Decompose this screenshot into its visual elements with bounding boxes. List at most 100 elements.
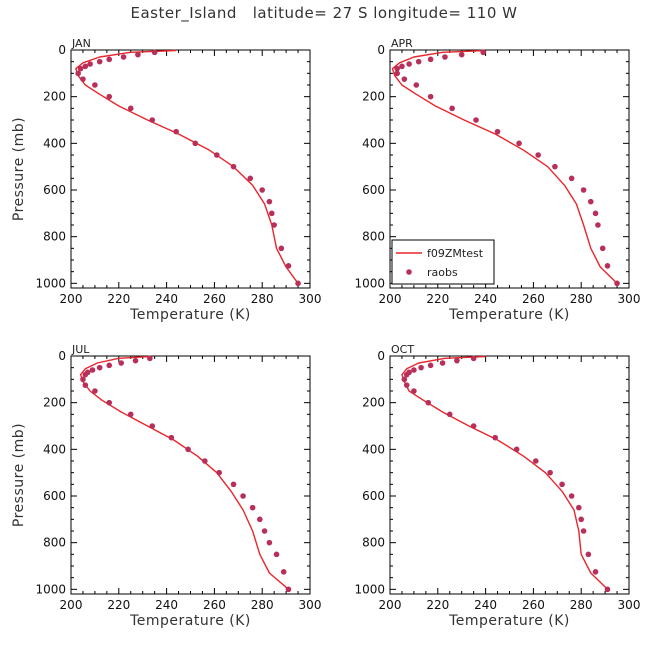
raobs-point	[411, 367, 417, 373]
y-tick-label: 800	[362, 230, 385, 244]
raobs-point	[82, 382, 89, 388]
x-tick-label: 240	[474, 292, 497, 306]
x-tick-label: 260	[203, 598, 226, 612]
x-tick-label: 200	[60, 598, 83, 612]
x-axis-label: Temperature (K)	[129, 307, 251, 323]
plot-frame	[70, 49, 311, 289]
panel-jan: 200 220 240 260 280 300 0 200 400 600 800 1000 JAN Te…	[11, 37, 321, 323]
panel-label: JUL	[71, 343, 90, 356]
raobs-point	[425, 399, 432, 406]
raobs-point	[268, 210, 275, 217]
page-title: Easter_Island latitude= 27 S longitude= …	[130, 4, 518, 22]
raobs-point	[92, 82, 98, 88]
raobs-point	[427, 56, 434, 63]
raobs-point	[399, 63, 405, 70]
panel-label: APR	[391, 37, 413, 50]
raobs-point	[427, 93, 434, 100]
raobs-point	[492, 434, 498, 441]
raobs-point	[552, 163, 558, 170]
x-tick-label: 280	[251, 292, 274, 306]
raobs-point	[535, 152, 541, 158]
x-axis-label: Temperature (K)	[129, 613, 251, 629]
x-tick-label: 220	[107, 292, 130, 306]
raobs-point	[127, 105, 134, 112]
raobs-point	[168, 434, 175, 441]
raobs-point	[394, 70, 400, 77]
x-tick-label: 260	[522, 598, 545, 612]
y-tick-label: 600	[362, 183, 385, 197]
y-tick-label: 600	[362, 489, 385, 503]
x-tick-label: 200	[379, 598, 402, 612]
raobs-point	[106, 93, 113, 100]
y-axis-label: Pressure (mb)	[11, 423, 27, 527]
y-tick-label: 400	[43, 442, 66, 456]
plot-frame	[389, 355, 630, 595]
raobs-point	[82, 63, 89, 70]
raobs-point	[271, 222, 277, 228]
raobs-point	[285, 586, 292, 593]
panel-label: JAN	[71, 37, 91, 50]
raobs-point	[446, 411, 453, 418]
raobs-point	[151, 49, 158, 56]
series-line-f09zmtest	[79, 355, 289, 590]
raobs-point	[585, 551, 592, 558]
raobs-point	[247, 175, 254, 182]
legend-label-obs: raobs	[427, 266, 458, 279]
raobs-point	[278, 245, 285, 252]
raobs-point	[394, 65, 400, 72]
raobs-point	[266, 198, 273, 205]
legend-box	[391, 239, 495, 285]
raobs-point	[427, 362, 434, 369]
raobs-point	[118, 360, 124, 366]
raobs-point	[568, 493, 575, 499]
raobs-point	[185, 446, 191, 453]
raobs-point	[192, 140, 199, 147]
raobs-point	[240, 493, 246, 499]
raobs-point	[82, 371, 89, 378]
x-axis-label: Temperature (K)	[448, 307, 570, 323]
x-tick-label: 240	[155, 292, 178, 306]
y-axis-label: Pressure (mb)	[11, 117, 27, 221]
raobs-point	[261, 528, 268, 534]
raobs-point	[403, 382, 410, 388]
raobs-point	[614, 280, 620, 287]
raobs-point	[532, 458, 539, 464]
x-tick-label: 240	[474, 598, 497, 612]
raobs-point	[135, 51, 141, 58]
raobs-point	[230, 481, 237, 488]
raobs-point	[470, 423, 477, 429]
panel-apr: 200 220 240 260 280 300 0 200 400 600 800 1000 APR Te…	[354, 37, 640, 323]
raobs-point	[202, 458, 208, 464]
y-tick-label: 800	[362, 536, 385, 550]
raobs-point	[127, 411, 134, 418]
y-tick-label: 1000	[35, 276, 66, 290]
x-tick-label: 200	[60, 292, 83, 306]
raobs-point	[592, 210, 599, 217]
raobs-point	[401, 76, 408, 82]
raobs-point	[147, 355, 153, 362]
raobs-point	[89, 367, 96, 373]
raobs-point	[216, 469, 222, 476]
y-tick-label: 400	[362, 136, 385, 150]
x-tick-label: 300	[299, 598, 322, 612]
y-tick-label: 600	[43, 183, 66, 197]
y-tick-label: 0	[58, 43, 66, 57]
legend: f09ZMtest raobs	[391, 239, 495, 285]
raobs-point	[230, 163, 237, 170]
y-tick-label: 1000	[354, 582, 385, 596]
raobs-point	[106, 362, 113, 369]
y-tick-label: 800	[43, 230, 66, 244]
raobs-point	[87, 61, 93, 67]
y-tick-label: 400	[362, 442, 385, 456]
raobs-point	[604, 586, 611, 593]
raobs-point	[580, 528, 587, 534]
raobs-point	[403, 371, 410, 378]
raobs-point	[249, 504, 256, 511]
raobs-point	[96, 364, 103, 371]
x-tick-label: 200	[379, 292, 402, 306]
raobs-point	[494, 128, 501, 135]
raobs-point	[513, 446, 520, 453]
raobs-point	[604, 263, 611, 269]
raobs-point	[547, 469, 553, 476]
raobs-point	[578, 516, 584, 523]
